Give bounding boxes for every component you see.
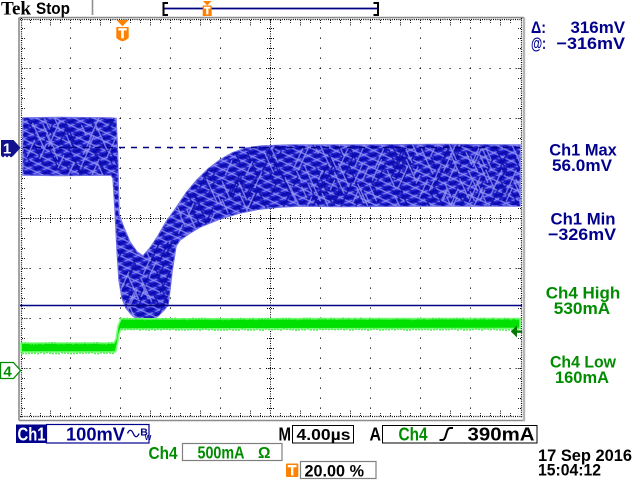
- svg-text:A: A: [370, 425, 382, 445]
- svg-text:530mA: 530mA: [554, 299, 611, 318]
- svg-text:15:04:12: 15:04:12: [538, 461, 601, 480]
- svg-text:56.0mV: 56.0mV: [552, 156, 613, 175]
- svg-text:4.00µs: 4.00µs: [297, 427, 351, 444]
- svg-text:390mA: 390mA: [468, 425, 535, 445]
- svg-text:−326mV: −326mV: [548, 225, 617, 244]
- svg-text:100mV: 100mV: [66, 425, 125, 445]
- svg-text:Ch4: Ch4: [149, 443, 178, 463]
- svg-text:20.00 %: 20.00 %: [305, 462, 365, 481]
- svg-text:−316mV: −316mV: [557, 34, 626, 53]
- svg-text:Ω: Ω: [258, 445, 271, 462]
- svg-text:160mA: 160mA: [555, 368, 609, 387]
- svg-text:M: M: [279, 425, 292, 445]
- svg-text:500mA: 500mA: [198, 443, 245, 463]
- svg-text:316mV: 316mV: [571, 18, 626, 37]
- svg-text:W: W: [145, 435, 152, 442]
- svg-text:Ch1: Ch1: [18, 425, 46, 445]
- svg-text:Stop: Stop: [36, 0, 70, 18]
- svg-text:Ch1 Max: Ch1 Max: [549, 141, 617, 160]
- svg-text:@:: @:: [531, 34, 546, 53]
- svg-text:Ch1 Min: Ch1 Min: [551, 210, 616, 229]
- svg-text:Ch4: Ch4: [399, 425, 428, 445]
- svg-text:Δ:: Δ:: [531, 18, 546, 37]
- svg-text:Ch4 Low: Ch4 Low: [550, 353, 617, 372]
- svg-text:17 Sep 2016: 17 Sep 2016: [538, 446, 632, 465]
- svg-text:4: 4: [3, 364, 12, 381]
- svg-text:1: 1: [3, 141, 11, 158]
- svg-text:Ch4 High: Ch4 High: [546, 284, 621, 303]
- svg-text:B: B: [140, 427, 148, 439]
- svg-text:Tek: Tek: [1, 0, 31, 20]
